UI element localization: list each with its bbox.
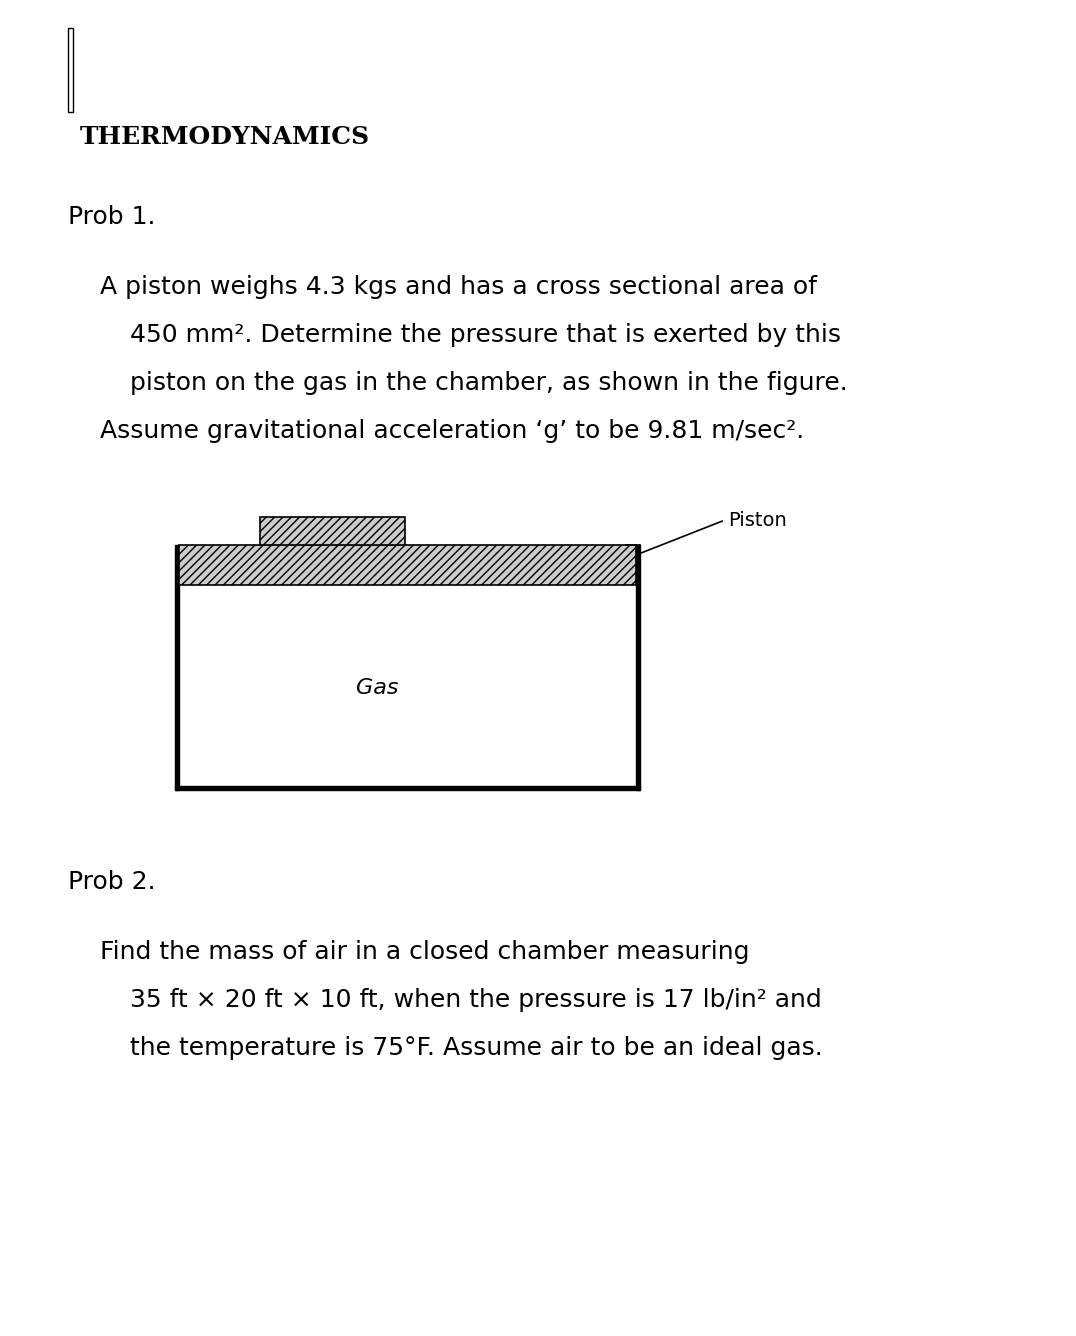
Bar xyxy=(175,786,640,790)
Text: Piston: Piston xyxy=(728,510,787,529)
Bar xyxy=(260,517,405,545)
Text: Prob 2.: Prob 2. xyxy=(68,870,156,894)
Text: 35 ft × 20 ft × 10 ft, when the pressure is 17 lb/in² and: 35 ft × 20 ft × 10 ft, when the pressure… xyxy=(130,989,822,1011)
Text: piston on the gas in the chamber, as shown in the figure.: piston on the gas in the chamber, as sho… xyxy=(130,371,848,395)
Bar xyxy=(68,28,73,112)
Text: the temperature is 75°F. Assume air to be an ideal gas.: the temperature is 75°F. Assume air to b… xyxy=(130,1035,823,1059)
Bar xyxy=(636,545,640,790)
Text: A piston weighs 4.3 kgs and has a cross sectional area of: A piston weighs 4.3 kgs and has a cross … xyxy=(100,275,817,299)
Text: Find the mass of air in a closed chamber measuring: Find the mass of air in a closed chamber… xyxy=(100,941,750,965)
Text: Gas: Gas xyxy=(356,677,399,697)
Text: 450 mm². Determine the pressure that is exerted by this: 450 mm². Determine the pressure that is … xyxy=(130,323,841,347)
Text: THERMODYNAMICS: THERMODYNAMICS xyxy=(80,126,370,150)
Text: Prob 1.: Prob 1. xyxy=(68,204,156,228)
Bar xyxy=(175,545,179,790)
Bar xyxy=(179,545,636,585)
Text: Assume gravitational acceleration ‘g’ to be 9.81 m/sec².: Assume gravitational acceleration ‘g’ to… xyxy=(100,420,804,444)
